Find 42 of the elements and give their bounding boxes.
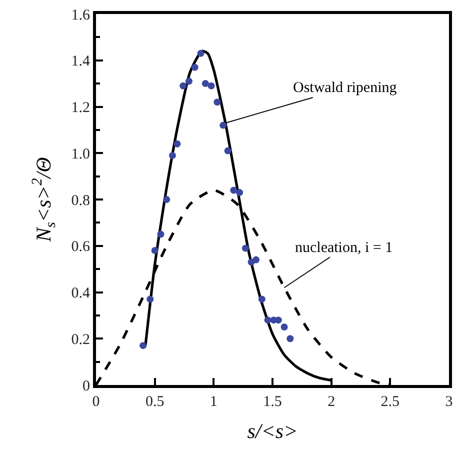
y-tick-label: 1.4 <box>71 54 90 70</box>
x-tick-label: 2 <box>328 394 336 410</box>
point <box>224 147 232 154</box>
point <box>168 152 176 159</box>
point <box>258 296 266 303</box>
point <box>185 78 192 85</box>
point <box>236 189 244 196</box>
y-tick-label: 0 <box>82 378 90 394</box>
point <box>157 230 164 238</box>
point <box>286 335 294 342</box>
point <box>242 244 249 252</box>
y-tick-label: 0.4 <box>71 286 90 302</box>
x-tick-label: 1 <box>210 394 218 410</box>
point <box>230 186 238 194</box>
point <box>197 50 204 57</box>
point <box>174 140 181 148</box>
annotation: nucleation, i = 1 <box>295 240 393 256</box>
point <box>180 82 187 90</box>
x-tick-label: 3 <box>445 394 453 410</box>
point <box>220 122 227 129</box>
y-tick-label: 0.2 <box>71 332 90 348</box>
point <box>191 64 198 71</box>
y-tick-label: 1.6 <box>71 7 90 24</box>
x-tick-label: 0.5 <box>145 394 164 410</box>
point <box>151 247 158 254</box>
point <box>280 324 288 331</box>
point <box>163 196 170 203</box>
point <box>214 98 221 106</box>
x-tick-label: 2.5 <box>380 394 400 410</box>
y-tick-label: 1.2 <box>71 100 90 116</box>
point <box>146 296 154 303</box>
point <box>264 316 272 324</box>
point <box>140 342 147 350</box>
y-tick-label: 0.6 <box>71 239 90 256</box>
x-tick-label: 1.5 <box>263 394 282 410</box>
y-tick-label: 1.0 <box>71 146 90 162</box>
x-axis-title: s/<s> <box>247 419 298 444</box>
point <box>208 82 215 90</box>
annotation: Ostwald ripening <box>293 80 398 96</box>
point <box>202 80 209 88</box>
y-tick-label: 0.8 <box>71 192 90 209</box>
point <box>252 256 260 264</box>
